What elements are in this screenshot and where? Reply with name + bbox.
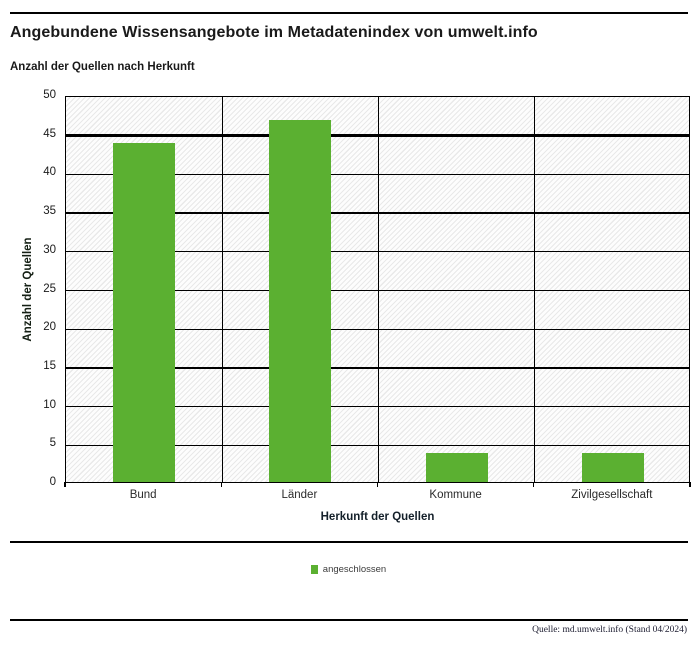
gridline	[66, 405, 689, 408]
y-tick-label: 40	[43, 166, 56, 179]
x-axis-title: Herkunft der Quellen	[320, 511, 435, 523]
bar-länder	[269, 119, 332, 482]
category-separator-gridline	[221, 97, 223, 482]
gridline	[66, 289, 689, 292]
gridline	[66, 212, 689, 214]
bar-kommune	[425, 452, 488, 482]
gridline	[66, 444, 689, 446]
page-title: Angebundene Wissensangebote im Metadaten…	[10, 24, 538, 41]
category-separator-gridline	[534, 97, 536, 482]
y-tick-label: 25	[43, 282, 56, 295]
x-category-label: Kommune	[429, 489, 482, 501]
x-axis-tick	[689, 482, 691, 487]
legend: angeschlossen	[0, 564, 697, 575]
x-category-label: Zivilgesellschaft	[571, 489, 653, 501]
y-tick-label: 15	[43, 359, 56, 372]
bar-chart: 0 5 10 15 20 25 30 35 40 45 50	[0, 89, 697, 488]
x-axis-category-labels: Bund Länder Kommune Zivilgesellschaft	[65, 489, 690, 505]
x-axis-tick	[64, 482, 66, 487]
x-axis-tick	[376, 482, 379, 487]
y-tick-label: 45	[43, 127, 56, 140]
source-note: Quelle: md.umwelt.info (Stand 04/2024)	[532, 625, 687, 635]
y-tick-label: 0	[49, 476, 56, 488]
x-category-label: Länder	[281, 489, 318, 501]
y-axis-title: Anzahl der Quellen	[22, 237, 34, 342]
chart-subtitle: Anzahl der Quellen nach Herkunft	[10, 61, 195, 73]
y-tick-label: 30	[43, 243, 56, 256]
plot-area	[65, 96, 690, 483]
bar-zivilgesellschaft	[581, 452, 644, 482]
y-tick-label: 10	[43, 398, 56, 411]
bar-bund	[113, 143, 176, 482]
y-tick-label: 5	[49, 437, 56, 450]
legend-divider	[10, 541, 688, 543]
y-tick-label: 50	[43, 89, 56, 101]
gridline	[66, 251, 689, 253]
y-tick-label: 20	[43, 321, 56, 334]
gridline	[66, 173, 689, 176]
top-divider	[10, 12, 688, 14]
legend-label: angeschlossen	[322, 564, 387, 575]
x-axis-tick	[533, 482, 535, 487]
gridline-emphasized	[66, 134, 689, 138]
legend-swatch-icon	[310, 565, 318, 574]
gridline	[66, 328, 689, 330]
gridline	[66, 367, 689, 369]
footer-divider	[10, 619, 688, 621]
y-tick-label: 35	[43, 205, 56, 218]
category-separator-gridline	[377, 97, 380, 482]
x-axis-tick	[220, 482, 222, 487]
x-category-label: Bund	[129, 489, 157, 501]
